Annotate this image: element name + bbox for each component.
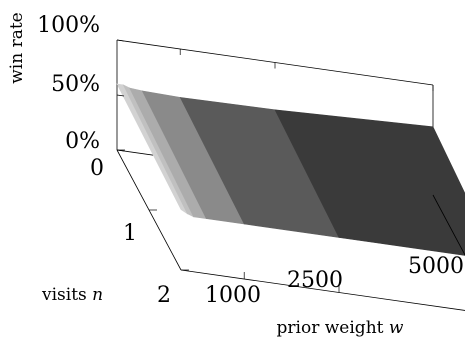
x-axis-label: prior weight w xyxy=(277,318,404,338)
y-tick-label: 0 xyxy=(90,156,104,181)
y-tick-label: 1 xyxy=(123,221,137,246)
y-tick-label: 2 xyxy=(157,283,171,308)
z-tick-label: 0% xyxy=(65,129,100,154)
box-edge xyxy=(432,194,465,256)
y-axis-label-symbol: n xyxy=(92,285,103,305)
x-axis-label-symbol: w xyxy=(389,318,404,338)
z-axis-label: win rate xyxy=(7,12,27,84)
x-tick-label: 1000 xyxy=(205,283,261,308)
z-tick-mark xyxy=(116,94,125,97)
x-tick-label: 2500 xyxy=(287,268,343,293)
x-axis-label-text: prior weight xyxy=(277,318,384,338)
box-edge xyxy=(180,269,465,311)
z-tick-label: 50% xyxy=(51,72,100,97)
z-tick-label: 100% xyxy=(37,13,100,38)
surface-strip xyxy=(274,109,465,256)
box-front-frame xyxy=(116,149,465,311)
x-tick-label: 5000 xyxy=(408,254,464,279)
y-axis-label-text: visits xyxy=(41,285,87,305)
z-tick-mark xyxy=(116,149,125,152)
z-tick-mark xyxy=(116,39,125,42)
box-edge xyxy=(116,149,182,271)
y-axis-label: visits n xyxy=(41,285,103,305)
surface xyxy=(116,83,465,256)
